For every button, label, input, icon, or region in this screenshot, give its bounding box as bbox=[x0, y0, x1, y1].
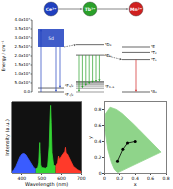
svg-text:0: 0 bbox=[103, 176, 106, 181]
svg-text:y: y bbox=[87, 136, 94, 139]
svg-text:⁷F₀₋₆: ⁷F₀₋₆ bbox=[105, 84, 115, 89]
svg-text:500: 500 bbox=[37, 176, 46, 181]
svg-text:2.0x10⁴: 2.0x10⁴ bbox=[15, 53, 31, 58]
svg-text:5d: 5d bbox=[48, 36, 54, 41]
svg-text:Wavelength (nm): Wavelength (nm) bbox=[25, 181, 68, 188]
svg-text:Ce³⁺: Ce³⁺ bbox=[46, 7, 57, 12]
svg-text:700: 700 bbox=[77, 176, 86, 181]
svg-text:0.6: 0.6 bbox=[147, 176, 154, 181]
svg-text:⁵D₃: ⁵D₃ bbox=[105, 42, 112, 47]
svg-text:²F₅/₂: ²F₅/₂ bbox=[65, 83, 74, 88]
svg-text:600: 600 bbox=[57, 176, 66, 181]
svg-text:400: 400 bbox=[18, 176, 27, 181]
svg-text:0.6: 0.6 bbox=[94, 123, 101, 128]
svg-text:0: 0 bbox=[99, 171, 102, 176]
svg-text:1.5x10⁴: 1.5x10⁴ bbox=[15, 62, 31, 67]
svg-text:⁶A₁: ⁶A₁ bbox=[151, 89, 157, 94]
svg-text:Mn²⁺: Mn²⁺ bbox=[130, 7, 143, 12]
svg-text:x: x bbox=[134, 181, 137, 187]
svg-text:Intensity (a.u.): Intensity (a.u.) bbox=[4, 119, 11, 156]
svg-text:Energy / cm⁻¹: Energy / cm⁻¹ bbox=[1, 40, 6, 71]
svg-text:0.0: 0.0 bbox=[24, 89, 31, 94]
svg-text:0.8: 0.8 bbox=[162, 176, 169, 181]
svg-text:3.5x10⁴: 3.5x10⁴ bbox=[15, 26, 31, 31]
svg-text:3.0x10⁴: 3.0x10⁴ bbox=[15, 35, 31, 40]
svg-text:⁴T₁: ⁴T₁ bbox=[151, 57, 157, 62]
svg-text:0.4: 0.4 bbox=[94, 139, 101, 144]
svg-text:Tb³⁺: Tb³⁺ bbox=[85, 7, 96, 12]
svg-text:²F₇/₂: ²F₇/₂ bbox=[65, 92, 74, 97]
svg-text:5.0x10³: 5.0x10³ bbox=[15, 80, 31, 85]
svg-text:4.0x10⁴: 4.0x10⁴ bbox=[15, 17, 31, 22]
svg-text:0.8: 0.8 bbox=[94, 107, 101, 112]
svg-text:⁵D₄: ⁵D₄ bbox=[105, 53, 112, 58]
svg-text:2.5x10⁴: 2.5x10⁴ bbox=[15, 44, 31, 49]
svg-text:0.2: 0.2 bbox=[116, 176, 123, 181]
svg-text:0.4: 0.4 bbox=[132, 176, 139, 181]
svg-text:⁴T₂: ⁴T₂ bbox=[151, 50, 157, 55]
svg-text:1.0x10⁴: 1.0x10⁴ bbox=[15, 71, 31, 76]
svg-text:⁴E: ⁴E bbox=[151, 44, 156, 49]
svg-text:0.2: 0.2 bbox=[94, 155, 101, 160]
